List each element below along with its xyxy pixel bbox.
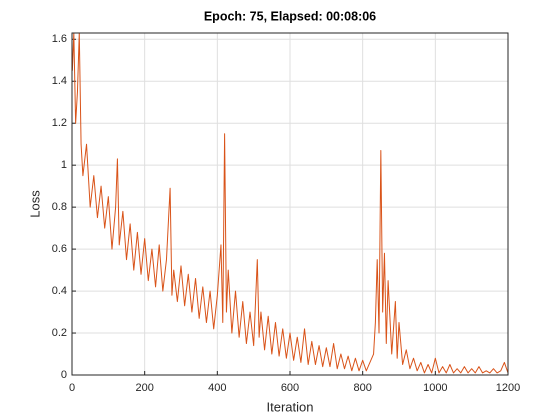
x-tick-label: 800 xyxy=(353,382,371,394)
x-tick-label: 1200 xyxy=(496,382,520,394)
x-tick-label: 1000 xyxy=(423,382,447,394)
y-tick-label: 0.2 xyxy=(52,327,67,339)
chart-title: Epoch: 75, Elapsed: 00:08:06 xyxy=(204,9,376,23)
x-tick-label: 400 xyxy=(208,382,226,394)
y-tick-label: 0 xyxy=(61,369,67,381)
axes-box xyxy=(71,32,509,376)
y-tick-label: 0.6 xyxy=(52,243,67,255)
x-axis-label: Iteration xyxy=(267,399,314,414)
y-tick-label: 0.4 xyxy=(52,285,67,297)
loss-line xyxy=(71,32,509,374)
y-tick-label: 0.8 xyxy=(52,201,67,213)
y-tick-label: 1.4 xyxy=(52,75,67,87)
y-axis-label: Loss xyxy=(27,190,42,218)
y-tick-label: 1.6 xyxy=(52,33,67,45)
y-tick-label: 1 xyxy=(61,159,67,171)
x-tick-label: 600 xyxy=(281,382,299,394)
y-tick-label: 1.2 xyxy=(52,117,67,129)
x-tick-label: 0 xyxy=(69,382,75,394)
x-tick-label: 200 xyxy=(135,382,153,394)
